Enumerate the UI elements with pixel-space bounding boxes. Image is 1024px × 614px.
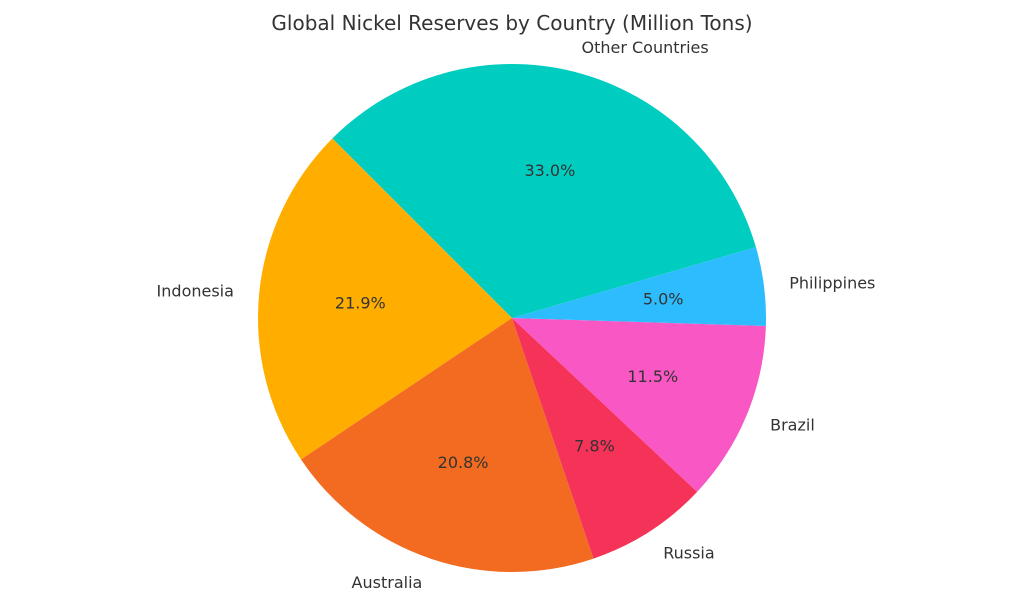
pie-percent-label-brazil: 11.5%: [627, 367, 678, 386]
pie-slice-other-countries: [332, 63, 756, 318]
pie-slice-australia: [301, 318, 594, 572]
chart-title: Global Nickel Reserves by Country (Milli…: [271, 11, 752, 35]
pie-category-label-australia: Australia: [352, 573, 423, 592]
pie-slice-philippines: [512, 247, 766, 326]
pie-percent-label-russia: 7.8%: [574, 437, 615, 456]
pie-slice-russia: [512, 318, 698, 559]
pie-category-label-brazil: Brazil: [770, 415, 815, 434]
pie-category-label-indonesia: Indonesia: [157, 281, 234, 300]
pie-percent-label-philippines: 5.0%: [643, 289, 684, 308]
pie-category-label-other-countries: Other Countries: [581, 38, 708, 57]
pie-category-label-russia: Russia: [663, 543, 714, 562]
pie-percent-label-indonesia: 21.9%: [335, 294, 386, 313]
pie-percent-label-australia: 20.8%: [438, 453, 489, 472]
pie-category-label-philippines: Philippines: [789, 273, 875, 292]
pie-percent-label-other-countries: 33.0%: [524, 161, 575, 180]
pie-slice-brazil: [512, 318, 766, 492]
pie-slice-indonesia: [257, 138, 512, 460]
